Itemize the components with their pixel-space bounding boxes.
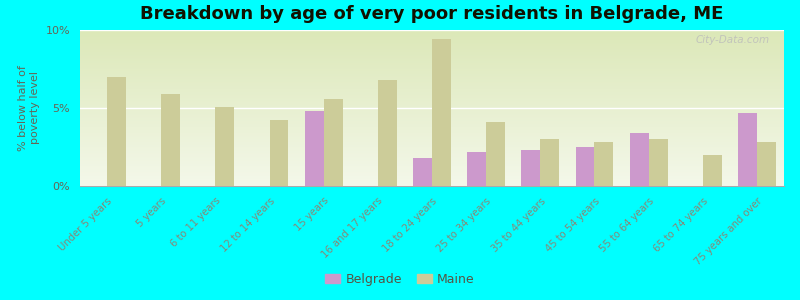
Bar (215, 107, 234, 186)
Bar (702, 155, 722, 186)
Bar (649, 139, 667, 186)
Bar (630, 133, 649, 186)
Bar (540, 139, 559, 186)
Bar (594, 142, 614, 186)
Bar (305, 111, 324, 186)
Legend: Belgrade, Maine: Belgrade, Maine (321, 268, 479, 291)
Bar (575, 147, 594, 186)
Bar (486, 122, 505, 186)
Title: Breakdown by age of very poor residents in Belgrade, ME: Breakdown by age of very poor residents … (140, 5, 724, 23)
Bar (162, 94, 180, 186)
Bar (522, 150, 540, 186)
Bar (413, 158, 432, 186)
Bar (378, 80, 397, 186)
Bar (432, 39, 451, 186)
Bar (467, 152, 486, 186)
Bar (757, 142, 776, 186)
Bar (324, 99, 342, 186)
Bar (270, 121, 289, 186)
Bar (107, 77, 126, 186)
Text: City-Data.com: City-Data.com (696, 35, 770, 45)
Bar (738, 113, 757, 186)
Y-axis label: % below half of
poverty level: % below half of poverty level (18, 65, 40, 151)
